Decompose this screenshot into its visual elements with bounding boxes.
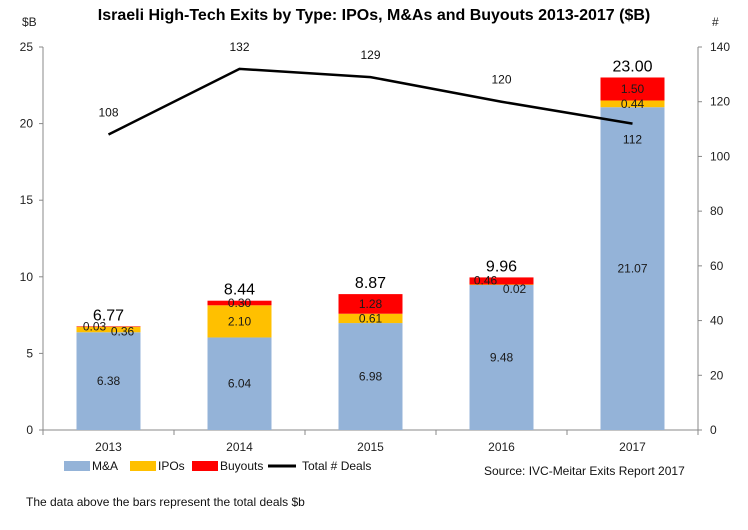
left-axis-tick-label: 20 (20, 117, 34, 131)
data-label: 1.50 (621, 82, 645, 96)
data-label: 0.03 (83, 319, 107, 333)
x-axis-tick-label: 2017 (619, 440, 646, 454)
bar-segment-buyouts (338, 294, 403, 314)
right-axis-tick-label: 100 (710, 149, 730, 163)
deal-count-label: 129 (360, 48, 380, 62)
bars-group: 6.38 0.36 0.036.77 6.04 2.10 0.308.44 6.98 0.61… (76, 58, 665, 430)
deal-count-label: 120 (491, 73, 511, 87)
data-label: 6.04 (228, 377, 252, 391)
legend-swatch (130, 461, 156, 471)
x-axis-tick-label: 2016 (488, 440, 515, 454)
data-label: 0.61 (359, 311, 383, 325)
bar-segment-m-a (469, 284, 534, 430)
left-axis-unit: $B (22, 15, 37, 29)
deal-count-label: 108 (98, 106, 118, 120)
data-label: 0.44 (621, 97, 645, 111)
bar-segment-ipos (207, 305, 272, 338)
bar-segment-ipos (338, 313, 403, 324)
total-label: 9.96 (486, 258, 517, 275)
data-label: 6.98 (359, 370, 383, 384)
right-axis-tick-label: 20 (710, 368, 724, 382)
total-label: 8.87 (355, 275, 386, 292)
legend-label: Buyouts (220, 459, 263, 473)
data-label: 0.36 (111, 325, 135, 339)
legend-label: M&A (92, 459, 118, 473)
bar-segment-ipos (76, 326, 141, 333)
x-axis-tick-label: 2013 (95, 440, 122, 454)
data-label: 21.07 (617, 262, 647, 276)
deal-count-label: 132 (229, 40, 249, 54)
left-axis-tick-label: 25 (20, 40, 34, 54)
total-deals-line (107, 67, 633, 136)
deal-count-label: 112 (623, 133, 642, 147)
data-label: 6.38 (97, 374, 121, 388)
data-label: 0.30 (228, 296, 252, 310)
right-axis-tick-label: 0 (710, 423, 717, 437)
legend-swatch (64, 461, 90, 471)
right-axis-tick-label: 80 (710, 204, 724, 218)
bar-segment-buyouts (76, 326, 141, 327)
bar-segment-buyouts (207, 300, 272, 306)
right-axis-tick-label: 60 (710, 259, 724, 273)
left-axis-tick-label: 10 (20, 270, 34, 284)
footnote: The data above the bars represent the to… (26, 495, 305, 509)
bar-segment-buyouts (600, 77, 665, 101)
right-axis-unit: # (712, 15, 719, 29)
data-label: 9.48 (490, 350, 514, 364)
right-axis-tick-label: 120 (710, 95, 730, 109)
bar-segment-ipos (469, 284, 534, 285)
deals-line-group: 108 132 129 120 112 (98, 40, 642, 147)
x-axis-tick-label: 2014 (226, 440, 253, 454)
x-axis-tick-label: 2015 (357, 440, 384, 454)
bar-segment-ipos (600, 100, 665, 108)
data-label: 0.46 (474, 273, 498, 287)
bar-segment-buyouts (469, 277, 534, 285)
chart-title: Israeli High-Tech Exits by Type: IPOs, M… (98, 7, 650, 24)
source-note: Source: IVC-Meitar Exits Report 2017 (484, 464, 685, 478)
total-label: 6.77 (93, 307, 124, 324)
legend-label: IPOs (158, 459, 185, 473)
legend-swatch (192, 461, 218, 471)
legend-label: Total # Deals (302, 459, 371, 473)
data-label: 1.28 (359, 297, 383, 311)
right-axis-tick-label: 140 (710, 40, 730, 54)
data-label: 2.10 (228, 314, 252, 328)
total-label: 23.00 (612, 58, 652, 75)
axis-ticks-group: 0 5 10 15 20 25 0 20 40 60 80 100 120 140 2013 2014 2015… (20, 40, 731, 454)
bar-segment-m-a (600, 107, 665, 430)
bar-segment-m-a (76, 332, 141, 430)
bar-segment-m-a (338, 323, 403, 430)
left-axis-tick-label: 15 (20, 193, 34, 207)
legend: M&A IPOs Buyouts Total # Deals (64, 459, 371, 473)
data-label: 0.02 (503, 282, 527, 296)
left-axis-tick-label: 5 (26, 346, 33, 360)
bar-segment-m-a (207, 337, 272, 430)
left-axis-tick-label: 0 (26, 423, 33, 437)
total-label: 8.44 (224, 282, 255, 299)
right-axis-tick-label: 40 (710, 314, 724, 328)
